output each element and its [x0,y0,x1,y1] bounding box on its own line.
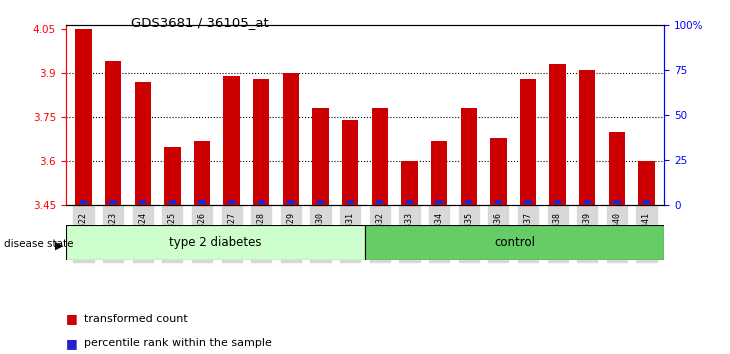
Bar [406,200,413,205]
Bar [347,200,354,205]
Bar [110,200,117,205]
Bar [465,200,472,205]
Bar [199,200,206,205]
Bar [372,108,388,205]
Bar [287,200,295,205]
Bar [75,29,92,205]
Bar [550,64,566,205]
Bar [431,141,447,205]
Bar [139,200,147,205]
Bar [583,200,591,205]
Bar [253,79,269,205]
Bar [312,108,328,205]
Text: GDS3681 / 36105_at: GDS3681 / 36105_at [131,16,269,29]
Bar [609,132,625,205]
Bar [643,200,650,205]
Bar [461,108,477,205]
Bar [402,161,418,205]
Bar [194,141,210,205]
Text: transformed count: transformed count [84,314,188,324]
Text: disease state: disease state [4,239,73,249]
Bar [105,62,121,205]
Bar [342,120,358,205]
Bar [223,76,239,205]
Bar [520,79,536,205]
Bar [376,200,383,205]
Text: control: control [494,236,535,249]
Bar [66,225,365,260]
Text: type 2 diabetes: type 2 diabetes [169,236,261,249]
Bar [80,200,87,205]
Bar [365,225,664,260]
Text: percentile rank within the sample: percentile rank within the sample [84,338,272,348]
Bar [524,200,531,205]
Bar [134,82,151,205]
Text: ■: ■ [66,337,77,350]
Bar [283,73,299,205]
Bar [164,147,180,205]
Bar [495,200,502,205]
Bar [317,200,324,205]
Bar [579,70,596,205]
Bar [613,200,620,205]
Bar [491,138,507,205]
Bar [228,200,235,205]
Bar [258,200,265,205]
Bar [554,200,561,205]
Bar [638,161,655,205]
Bar [169,200,176,205]
Bar [435,200,443,205]
Text: ▶: ▶ [55,241,64,251]
Text: ■: ■ [66,312,77,325]
